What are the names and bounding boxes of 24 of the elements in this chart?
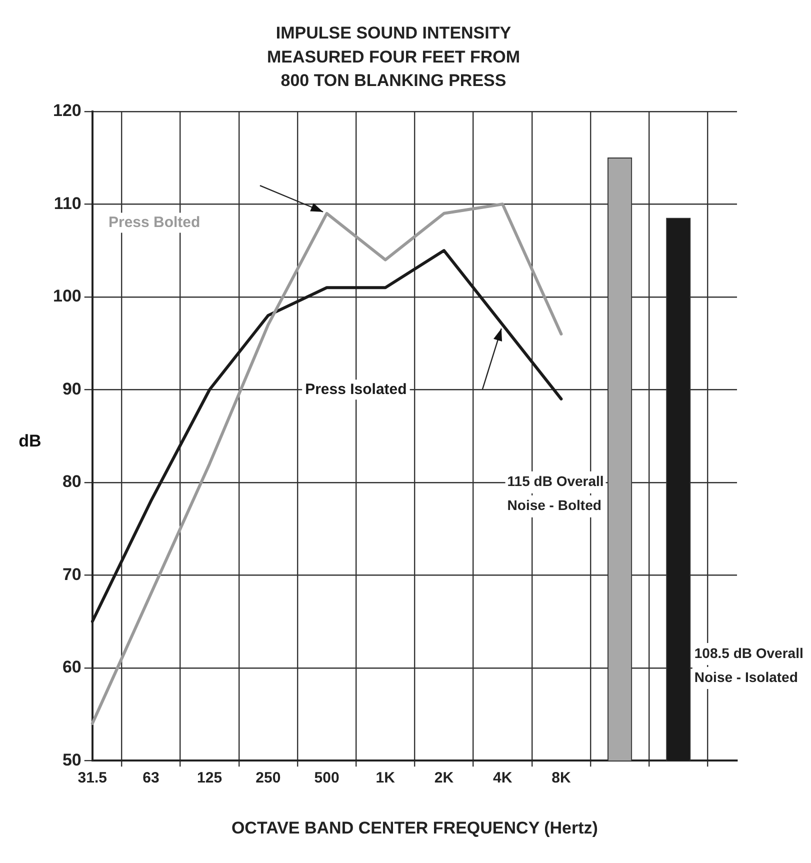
y-tick-label: 110	[54, 194, 82, 213]
annotation: 115 dB Overall Noise - Bolted	[507, 473, 604, 514]
x-tick-label: 250	[256, 770, 281, 787]
x-axis-title: OCTAVE BAND CENTER FREQUENCY (Hertz)	[231, 818, 598, 838]
x-tick-label: 2K	[434, 770, 454, 787]
x-tick-label: 8K	[552, 770, 571, 787]
x-tick-label: 4K	[492, 770, 512, 787]
x-tick-label: 31.5	[78, 770, 107, 787]
y-tick-label: 80	[62, 472, 82, 492]
y-tick-label: 70	[62, 564, 82, 584]
y-tick-label: 60	[62, 658, 82, 677]
chart-title: IMPULSE SOUND INTENSITY MEASURED FOUR FEET FROM 800 TON BLANKING PRESS	[266, 24, 520, 90]
y-tick-label: 120	[52, 101, 82, 120]
y-tick-label: 100	[52, 286, 82, 306]
y-tick-label: 50	[62, 750, 82, 770]
text: Press Isolated	[305, 380, 407, 398]
annotation: 108.5 dB Overall Noise - Isolated	[694, 644, 804, 685]
x-tick-label: 125	[197, 770, 222, 787]
y-tick-label: 90	[62, 379, 82, 398]
x-tick-label: 500	[314, 770, 340, 787]
x-tick-label: 1K	[376, 770, 396, 787]
x-tick-label: 63	[142, 770, 160, 787]
text: Press Bolted	[108, 214, 200, 231]
y-axis-title: dB	[18, 432, 42, 451]
